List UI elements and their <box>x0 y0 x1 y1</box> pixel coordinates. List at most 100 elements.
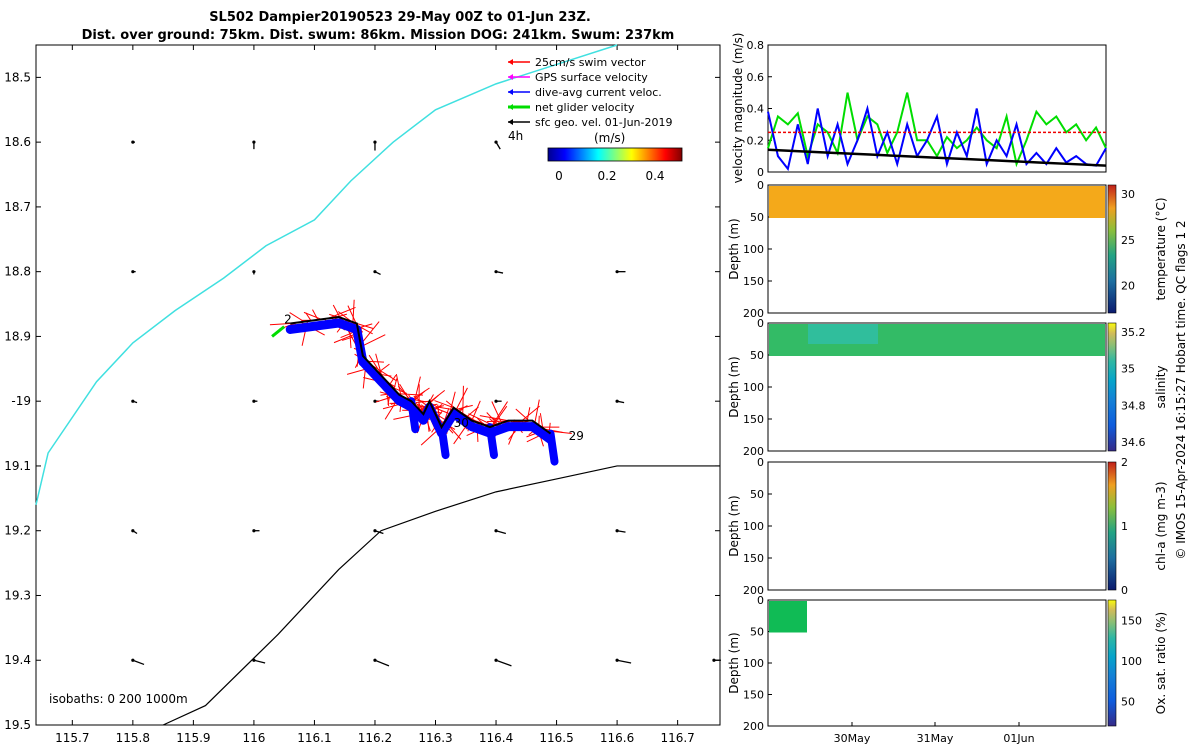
swim-vector <box>455 387 468 410</box>
profile-colorbar-tick-label: 100 <box>1121 655 1142 668</box>
profile-data-band <box>769 186 1105 218</box>
geo-arrow-head <box>131 399 135 403</box>
legend-arrowhead <box>508 119 513 125</box>
swim-vector <box>395 373 402 396</box>
profile-ylabel: Depth (m) <box>727 632 741 693</box>
profile-colorbar-tick-label: 25 <box>1121 234 1135 247</box>
profile-colorbar-label: salinity <box>1154 365 1168 408</box>
profile-colorbar <box>1107 184 1117 314</box>
legend-label: GPS surface velocity <box>535 71 648 84</box>
geo-arrow-head <box>131 529 135 533</box>
legend-arrowhead <box>508 104 513 110</box>
geo-arrow <box>253 659 266 664</box>
geo-arrow <box>495 530 507 535</box>
dive-avg-current-spike <box>546 429 559 466</box>
geo-arrow-head <box>131 270 135 274</box>
profile-ylabel: Depth (m) <box>727 495 741 556</box>
profile-colorbar-tick-label: 1 <box>1121 520 1128 533</box>
velocity-series <box>767 92 1107 172</box>
profile-colorbar <box>1107 599 1117 727</box>
geo-arrow-head <box>131 140 135 144</box>
geo-arrow <box>495 659 512 667</box>
profile-y-tick-label: 100 <box>743 520 764 533</box>
profile-panel: 0 50 100 150 200 Depth (m) 30 25 20 temperature (… <box>727 179 1168 320</box>
swim-vector <box>269 322 291 326</box>
profile-panel: 0 50 100 150 200 Depth (m) 35.2 35 34.8 34.6 salin… <box>727 317 1168 458</box>
map-y-tick-label: 19.5 <box>4 718 31 732</box>
isobath-1000m-line <box>162 465 720 726</box>
map-x-tick-label: 116.1 <box>297 731 331 745</box>
velocity-y-tick-label: 0 <box>757 166 764 179</box>
velocity-y-tick-label: 0.2 <box>747 134 765 147</box>
velocity-y-ticks: 0 0.2 0.4 0.6 0.8 <box>747 39 772 179</box>
swim-vector <box>471 400 481 421</box>
dive-avg-current-spike <box>485 423 498 460</box>
footer-credit: © IMOS 15-Apr-2024 16:15:27 Hobart time.… <box>1174 220 1188 559</box>
swim-vector <box>371 364 397 382</box>
swim-vector <box>352 299 355 323</box>
speed-colorbar <box>547 147 683 162</box>
dive-avg-current-spike <box>437 423 450 460</box>
map-y-tick-label: 19.4 <box>4 653 31 667</box>
geo-arrow-head <box>494 140 498 144</box>
geo-arrow-head <box>615 399 619 403</box>
colorbar-tick-label: 0.4 <box>645 169 664 183</box>
profile-colorbar-tick-label: 35.2 <box>1121 326 1146 339</box>
chart-title: SL502 Dampier20190523 29-May 00Z to 01-J… <box>209 10 591 25</box>
legend-arrowhead <box>508 89 513 95</box>
velocity-series-line <box>767 148 1107 167</box>
map-y-tick-label: 18.7 <box>4 200 31 214</box>
geo-arrow-head <box>373 658 377 662</box>
map-x-tick-label: 115.9 <box>176 731 210 745</box>
profile-y-tick-label: 200 <box>743 720 764 733</box>
surface-geostrophic-arrows <box>131 140 721 667</box>
geo-arrow-head <box>494 399 498 403</box>
legend-arrowhead <box>508 59 513 65</box>
swim-vector <box>393 378 398 390</box>
date-tick-label: 30May <box>834 732 871 745</box>
map-y-tick-label: 19.2 <box>4 524 31 538</box>
profile-y-tick-label: 0 <box>757 594 764 607</box>
map-y-tick-label: 19.3 <box>4 588 31 602</box>
profile-y-tick-label: 100 <box>743 381 764 394</box>
profile-y-tick-label: 0 <box>757 456 764 469</box>
swim-vector <box>312 309 319 321</box>
map-x-tick-label: 115.8 <box>116 731 150 745</box>
geo-arrow-head <box>615 270 619 274</box>
swim-vector <box>462 385 464 415</box>
profile-axes-box <box>767 461 1107 591</box>
map-x-tick-label: 116.4 <box>479 731 513 745</box>
swim-vector <box>415 400 430 403</box>
geo-arrow-head <box>494 658 498 662</box>
map-x-tick-label: 116.3 <box>418 731 452 745</box>
swim-vector <box>303 311 322 320</box>
swim-vector <box>534 399 540 423</box>
swim-vector <box>328 306 356 319</box>
geo-arrow-head <box>252 658 256 662</box>
dive-avg-current-band <box>358 357 392 393</box>
swim-vector <box>360 321 380 345</box>
geo-arrow-head <box>615 529 619 533</box>
profile-y-tick-label: 50 <box>750 211 764 224</box>
velocity-panel: 0 0.2 0.4 0.6 0.8 velocity magnitude (m/s) <box>731 33 1107 183</box>
profile-y-tick-label: 150 <box>743 413 764 426</box>
profile-colorbar-tick-label: 0 <box>1121 584 1128 597</box>
geo-arrow <box>132 659 145 666</box>
colorbar-tick-label: 0.2 <box>597 169 616 183</box>
profile-y-tick-label: 50 <box>750 488 764 501</box>
day-label: 2 <box>284 312 292 326</box>
profile-colorbar-tick-label: 150 <box>1121 614 1142 627</box>
profile-y-tick-label: 200 <box>743 445 764 458</box>
legend-label: net glider velocity <box>535 101 635 114</box>
swim-vector <box>332 304 341 318</box>
geo-arrow-head <box>131 658 135 662</box>
glider-vector-swarm <box>269 299 572 466</box>
day-label: 30 <box>454 416 469 430</box>
dive-avg-current-band <box>285 318 344 334</box>
profile-y-tick-label: 150 <box>743 552 764 565</box>
profile-y-tick-label: 0 <box>757 179 764 192</box>
profile-y-tick-label: 150 <box>743 689 764 702</box>
map-x-tick-label: 116.2 <box>358 731 392 745</box>
